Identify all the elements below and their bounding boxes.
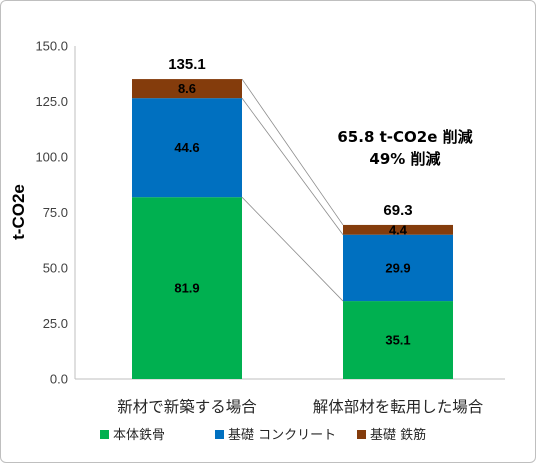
y-axis-label: t-CO2e bbox=[9, 184, 28, 240]
y-tick-label: 150.0 bbox=[35, 39, 68, 54]
y-tick-label: 125.0 bbox=[35, 94, 68, 109]
data-label: 35.1 bbox=[385, 333, 410, 348]
data-label: 81.9 bbox=[174, 281, 199, 296]
legend-label: 本体鉄骨 bbox=[113, 428, 165, 443]
bar-segment bbox=[132, 98, 242, 198]
category-label: 新材で新築する場合 bbox=[117, 398, 257, 416]
bar-segment bbox=[343, 234, 453, 302]
legend-swatch bbox=[100, 430, 109, 439]
data-label: 29.9 bbox=[385, 260, 410, 275]
y-tick-label: 75.0 bbox=[43, 205, 68, 220]
y-tick-label: 25.0 bbox=[43, 316, 68, 331]
connector-line bbox=[241, 97, 344, 235]
bar-segment bbox=[343, 224, 453, 235]
bar-segment bbox=[132, 79, 242, 99]
reduction-annotation-percent: 49% 削減 bbox=[369, 150, 440, 168]
legend-label: 基礎 コンクリート bbox=[228, 428, 336, 443]
legend-swatch bbox=[357, 430, 366, 439]
data-label: 44.6 bbox=[174, 140, 199, 155]
category-label: 解体部材を転用した場合 bbox=[313, 398, 484, 416]
data-label: 8.6 bbox=[178, 81, 196, 96]
connector-line bbox=[241, 78, 344, 226]
y-tick-label: 0.0 bbox=[50, 372, 68, 387]
bar-segment bbox=[132, 197, 242, 379]
y-tick-label: 100.0 bbox=[35, 150, 68, 165]
legend-swatch bbox=[215, 430, 224, 439]
total-label: 135.1 bbox=[168, 56, 206, 73]
y-tick-label: 50.0 bbox=[43, 261, 68, 276]
legend-label: 基礎 鉄筋 bbox=[370, 427, 426, 443]
connector-line bbox=[241, 196, 344, 302]
bar-segment bbox=[343, 301, 453, 379]
reduction-annotation-amount: 65.8 t-CO2e 削減 bbox=[337, 128, 472, 146]
total-label: 69.3 bbox=[383, 202, 412, 219]
data-label: 4.4 bbox=[389, 222, 408, 237]
